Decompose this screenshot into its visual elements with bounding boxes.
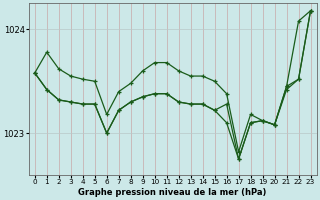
X-axis label: Graphe pression niveau de la mer (hPa): Graphe pression niveau de la mer (hPa) <box>78 188 267 197</box>
